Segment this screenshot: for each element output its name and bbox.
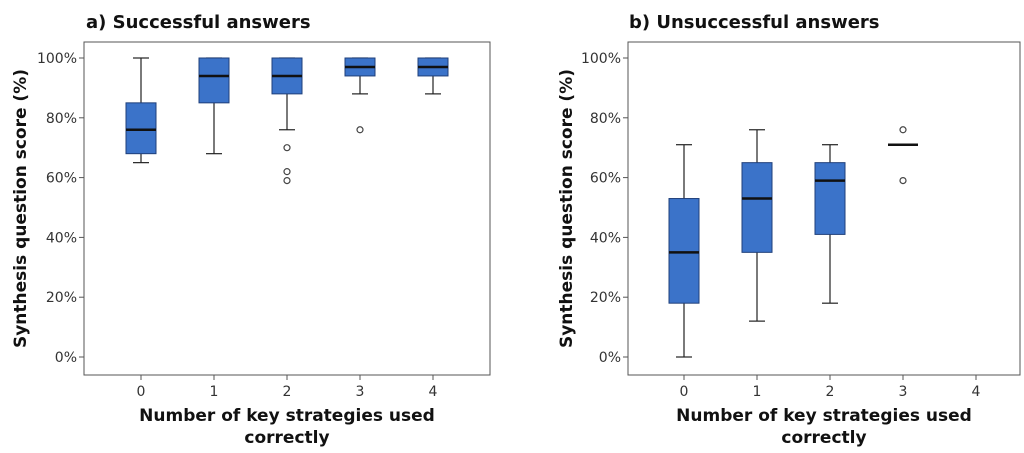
x-axis-title: Number of key strategies used correctly	[139, 406, 435, 448]
chart-panel-1: b) Unsuccessful answers 0% 20% 40% 60% 80% 100…	[557, 12, 1021, 448]
box-4	[417, 57, 449, 95]
x-axis-title-line: Number of key strategies used	[676, 406, 972, 426]
x-tick-label: 2	[826, 384, 835, 400]
box-body	[125, 102, 157, 155]
x-tick-label: 3	[899, 384, 908, 400]
box-body	[741, 162, 773, 253]
y-tick-label: 40%	[590, 230, 621, 246]
outlier-point	[283, 144, 291, 152]
chart-panel-0: a) Successful answers 0% 20% 40% 60% 80% 100% 0…	[11, 12, 491, 448]
box-body	[814, 162, 846, 235]
x-tick-label: 1	[753, 384, 762, 400]
y-tick-label: 0%	[55, 350, 77, 366]
chart-title: a) Successful answers	[86, 12, 311, 33]
box-body	[668, 198, 700, 304]
box-1	[198, 57, 230, 155]
y-tick-label: 60%	[46, 171, 77, 187]
y-tick-label: 20%	[590, 290, 621, 306]
y-tick-label: 20%	[46, 290, 77, 306]
box-3	[888, 126, 918, 185]
chart-title: b) Unsuccessful answers	[629, 12, 880, 33]
x-tick-label: 3	[356, 384, 365, 400]
x-tick-label: 4	[429, 384, 438, 400]
y-tick-label: 40%	[46, 230, 77, 246]
x-tick-label: 0	[680, 384, 689, 400]
x-axis-title: Number of key strategies used correctly	[676, 406, 972, 448]
x-tick-label: 1	[210, 384, 219, 400]
box-2	[814, 144, 846, 304]
box-1	[741, 129, 773, 322]
outlier-point	[283, 168, 291, 176]
x-axis-title-line: correctly	[781, 428, 866, 448]
box-0	[668, 144, 700, 358]
outlier-point	[356, 126, 364, 134]
x-tick-label: 4	[972, 384, 981, 400]
outlier-point	[899, 126, 907, 134]
y-axis-title: Synthesis question score (%)	[557, 69, 577, 348]
y-tick-label: 60%	[590, 171, 621, 187]
y-tick-label: 80%	[46, 111, 77, 127]
plot-frame	[627, 41, 1021, 376]
x-axis-title-line: correctly	[244, 428, 329, 448]
y-tick-label: 100%	[581, 51, 621, 67]
outlier-point	[283, 176, 291, 185]
y-tick-label: 100%	[37, 51, 77, 67]
box-2	[271, 57, 303, 185]
x-tick-label: 0	[137, 384, 146, 400]
x-axis-title-line: Number of key strategies used	[139, 406, 435, 426]
x-tick-label: 2	[283, 384, 292, 400]
y-axis-title: Synthesis question score (%)	[11, 69, 31, 348]
box-3	[344, 57, 376, 134]
outlier-point	[899, 176, 907, 185]
y-tick-label: 0%	[599, 350, 621, 366]
box-0	[125, 57, 157, 164]
y-tick-label: 80%	[590, 111, 621, 127]
box-body	[198, 57, 230, 104]
